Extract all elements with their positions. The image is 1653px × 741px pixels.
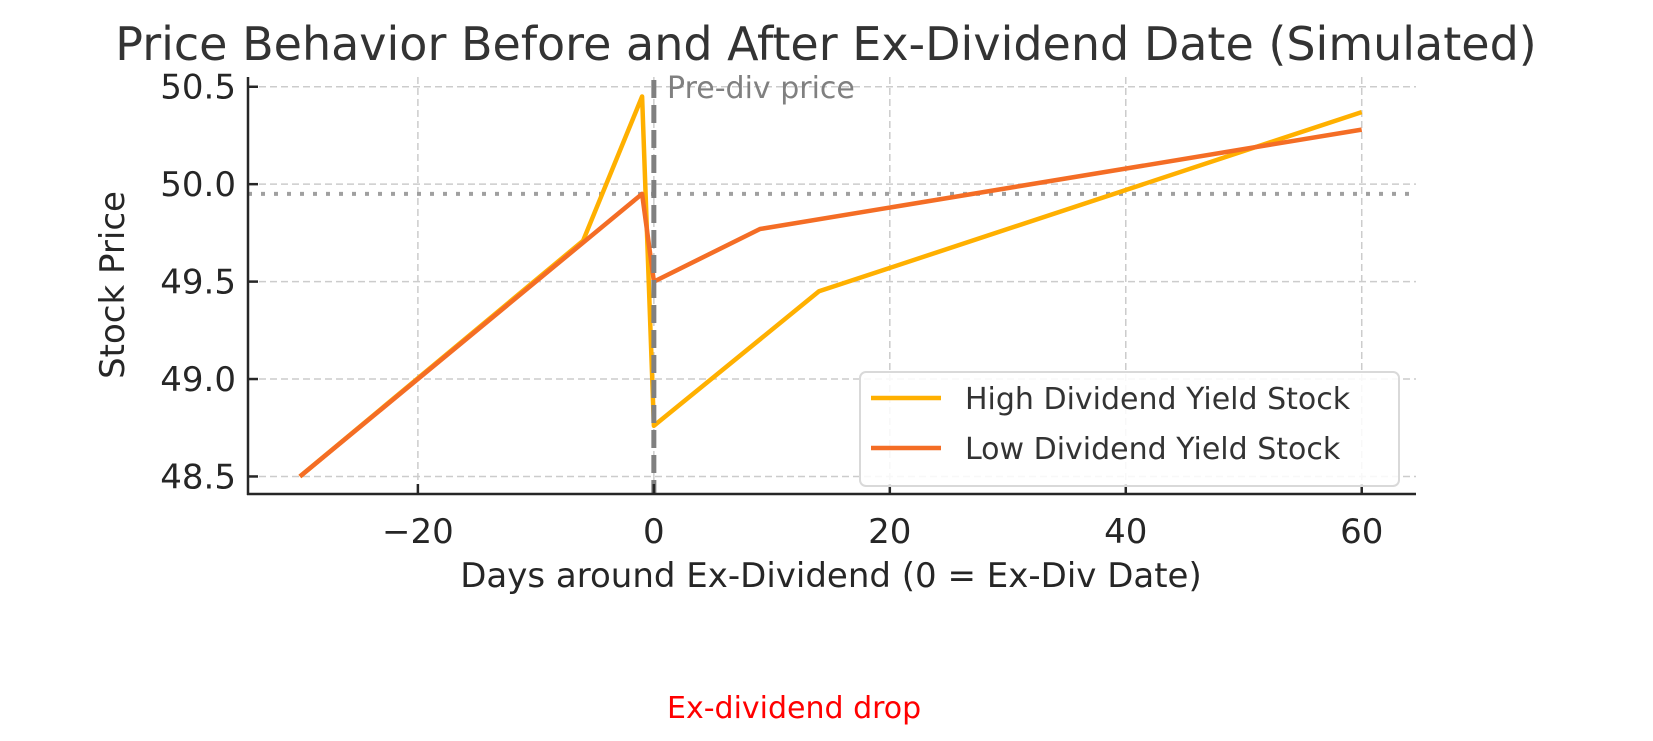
y-tick-label: 50.0 <box>160 165 236 205</box>
legend-label-low-yield: Low Dividend Yield Stock <box>965 432 1341 467</box>
y-tick-label: 50.5 <box>160 68 236 108</box>
x-tick-label: 40 <box>1104 512 1147 552</box>
ex-dividend-drop-annotation: Ex-dividend drop <box>667 691 921 726</box>
y-axis-label: Stock Price <box>93 191 133 379</box>
x-tick-label: −20 <box>382 512 454 552</box>
x-tick-label: 20 <box>868 512 911 552</box>
x-axis-label: Days around Ex-Dividend (0 = Ex-Div Date… <box>460 556 1201 596</box>
x-axis-ticks: −20 0 20 40 60 <box>382 484 1383 552</box>
x-tick-label: 60 <box>1340 512 1383 552</box>
x-tick-label: 0 <box>643 512 665 552</box>
y-tick-label: 48.5 <box>160 457 236 497</box>
legend-box <box>859 371 1400 487</box>
pre-div-price-annotation: Pre-div price <box>667 71 855 106</box>
y-axis-ticks: 48.5 49.0 49.5 50.0 50.5 <box>160 68 258 497</box>
data-series <box>298 80 1363 494</box>
legend-label-high-yield: High Dividend Yield Stock <box>965 382 1351 417</box>
chart-title: Price Behavior Before and After Ex-Divid… <box>115 17 1536 71</box>
legend: High Dividend Yield Stock Low Dividend Y… <box>859 371 1400 487</box>
y-tick-label: 49.0 <box>160 360 236 400</box>
y-tick-label: 49.5 <box>160 263 236 303</box>
